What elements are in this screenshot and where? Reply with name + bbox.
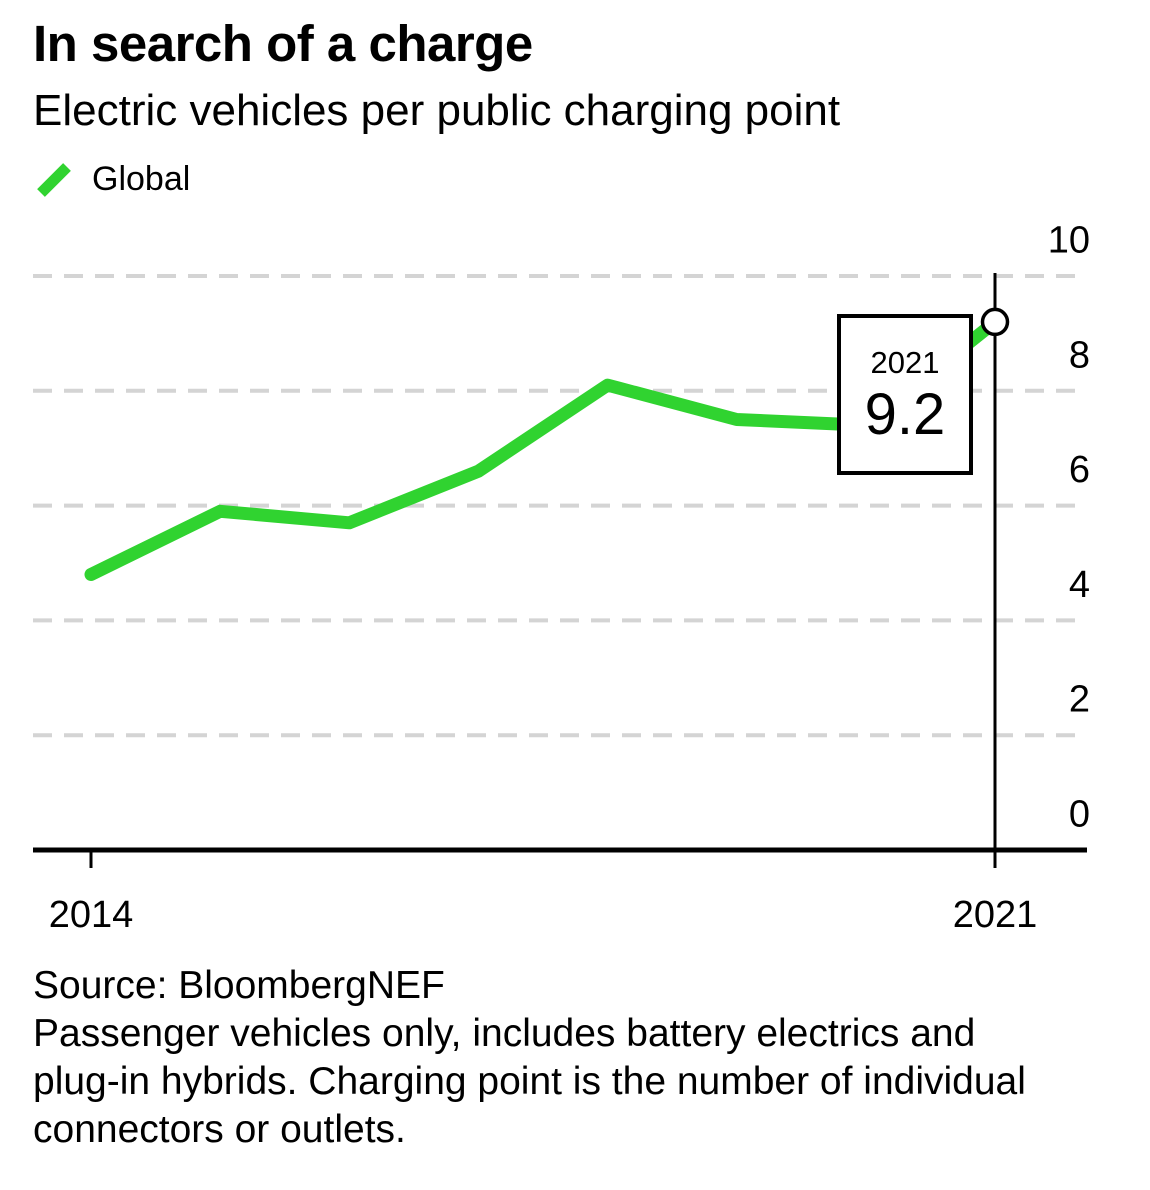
footnote-line-1: Passenger vehicles only, includes batter… (33, 1012, 976, 1055)
footer: Source: BloombergNEF Passenger vehicles … (33, 962, 1113, 1154)
data-label-year: 2021 (870, 344, 940, 380)
data-label-box: 2021 9.2 (837, 314, 973, 475)
data-label-value: 9.2 (864, 381, 946, 447)
y-axis-tick-label: 0 (1069, 794, 1090, 836)
y-axis-tick-label: 4 (1069, 564, 1090, 606)
legend-swatch-stroke (37, 163, 71, 197)
x-axis-tick-label: 2021 (953, 894, 1038, 936)
last-point-marker (980, 307, 1010, 337)
chart-title: In search of a charge (33, 15, 533, 72)
y-axis-tick-label: 10 (1048, 220, 1090, 262)
chart-subtitle: Electric vehicles per public charging po… (33, 86, 841, 135)
source-line: Source: BloombergNEF (33, 964, 445, 1007)
y-axis-tick-label: 6 (1069, 449, 1090, 491)
y-axis-tick-label: 8 (1069, 334, 1090, 376)
footnote-line-2: plug-in hybrids. Charging point is the n… (33, 1060, 1026, 1103)
x-axis-tick-label: 2014 (49, 894, 134, 936)
chart-svg: 0 2 4 6 8 10 2014 2021 (33, 220, 1090, 936)
legend: Global (36, 158, 190, 200)
y-axis-tick-label: 2 (1069, 679, 1090, 721)
legend-line-swatch-icon (37, 163, 71, 197)
legend-label-global: Global (92, 159, 191, 198)
footnote-line-3: connectors or outlets. (33, 1108, 406, 1151)
